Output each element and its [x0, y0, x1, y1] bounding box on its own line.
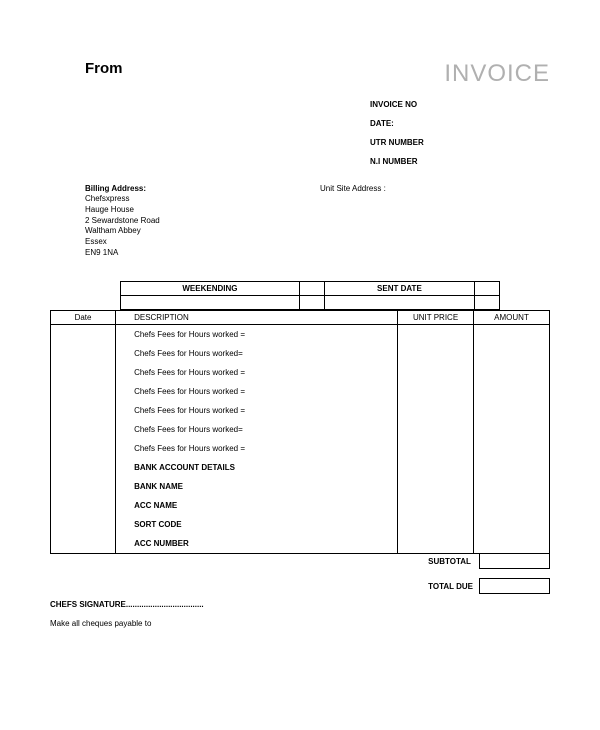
week-cell	[474, 295, 499, 309]
invoice-no-label: INVOICE NO	[370, 100, 550, 109]
sentdate-header: SENT DATE	[324, 281, 474, 295]
date-cell	[51, 439, 116, 458]
price-cell	[398, 363, 474, 382]
date-cell	[51, 382, 116, 401]
total-due-label: TOTAL DUE	[422, 579, 479, 594]
price-cell	[398, 496, 474, 515]
amount-cell	[474, 458, 550, 477]
amount-cell	[474, 420, 550, 439]
date-cell	[51, 420, 116, 439]
date-cell	[51, 534, 116, 554]
price-cell	[398, 439, 474, 458]
col-amount-header: AMOUNT	[474, 310, 550, 324]
date-cell	[51, 515, 116, 534]
subtotal-label: SUBTOTAL	[422, 554, 479, 569]
col-desc-header: DESCRIPTION	[116, 310, 398, 324]
desc-cell: Chefs Fees for Hours worked =	[116, 363, 398, 382]
price-cell	[398, 382, 474, 401]
billing-title: Billing Address:	[85, 184, 315, 193]
date-cell	[51, 458, 116, 477]
date-cell	[51, 324, 116, 344]
amount-cell	[474, 401, 550, 420]
site-address-title: Unit Site Address :	[315, 184, 386, 259]
week-cell	[324, 295, 474, 309]
date-cell	[51, 477, 116, 496]
payable-line: Make all cheques payable to	[50, 619, 550, 628]
amount-cell	[474, 363, 550, 382]
price-cell	[398, 324, 474, 344]
amount-cell	[474, 382, 550, 401]
invoice-meta: INVOICE NO DATE: UTR NUMBER N.I NUMBER	[50, 100, 550, 166]
desc-cell: Chefs Fees for Hours worked =	[116, 324, 398, 344]
billing-line: Essex	[85, 237, 315, 248]
col-date-header: Date	[51, 310, 116, 324]
sentdate-cell	[474, 281, 499, 295]
invoice-date-label: DATE:	[370, 119, 550, 128]
weekending-header: WEEKENDING	[121, 281, 300, 295]
price-cell	[398, 420, 474, 439]
desc-cell: SORT CODE	[116, 515, 398, 534]
price-cell	[398, 401, 474, 420]
amount-cell	[474, 439, 550, 458]
billing-line: Chefsxpress	[85, 194, 315, 205]
amount-cell	[474, 344, 550, 363]
desc-cell: Chefs Fees for Hours worked =	[116, 401, 398, 420]
line-items-table: Date DESCRIPTION UNIT PRICE AMOUNT Chefs…	[50, 310, 550, 554]
col-price-header: UNIT PRICE	[398, 310, 474, 324]
invoice-title: INVOICE	[444, 60, 550, 88]
price-cell	[398, 458, 474, 477]
desc-cell: Chefs Fees for Hours worked =	[116, 382, 398, 401]
date-cell	[51, 344, 116, 363]
desc-cell: Chefs Fees for Hours worked=	[116, 420, 398, 439]
billing-line: 2 Sewardstone Road	[85, 216, 315, 227]
price-cell	[398, 344, 474, 363]
utr-number-label: UTR NUMBER	[370, 138, 550, 147]
subtotal-value	[480, 554, 550, 569]
amount-cell	[474, 515, 550, 534]
date-cell	[51, 496, 116, 515]
weekending-cell	[299, 281, 324, 295]
week-table: WEEKENDING SENT DATE	[120, 281, 500, 310]
desc-cell: BANK ACCOUNT DETAILS	[116, 458, 398, 477]
signature-line: CHEFS SIGNATURE.........................…	[50, 600, 550, 609]
week-cell	[121, 295, 300, 309]
amount-cell	[474, 324, 550, 344]
billing-line: Hauge House	[85, 205, 315, 216]
amount-cell	[474, 496, 550, 515]
billing-line: EN9 1NA	[85, 248, 315, 259]
billing-line: Waltham Abbey	[85, 226, 315, 237]
desc-cell: Chefs Fees for Hours worked=	[116, 344, 398, 363]
price-cell	[398, 515, 474, 534]
desc-cell: ACC NAME	[116, 496, 398, 515]
totals-table: SUBTOTAL TOTAL DUE	[422, 554, 550, 595]
total-due-value	[480, 579, 550, 594]
week-cell	[299, 295, 324, 309]
price-cell	[398, 477, 474, 496]
from-label: From	[50, 60, 123, 77]
amount-cell	[474, 477, 550, 496]
date-cell	[51, 401, 116, 420]
desc-cell: ACC NUMBER	[116, 534, 398, 554]
date-cell	[51, 363, 116, 382]
billing-address: Billing Address: Chefsxpress Hauge House…	[85, 184, 315, 259]
price-cell	[398, 534, 474, 554]
amount-cell	[474, 534, 550, 554]
desc-cell: BANK NAME	[116, 477, 398, 496]
ni-number-label: N.I NUMBER	[370, 157, 550, 166]
desc-cell: Chefs Fees for Hours worked =	[116, 439, 398, 458]
